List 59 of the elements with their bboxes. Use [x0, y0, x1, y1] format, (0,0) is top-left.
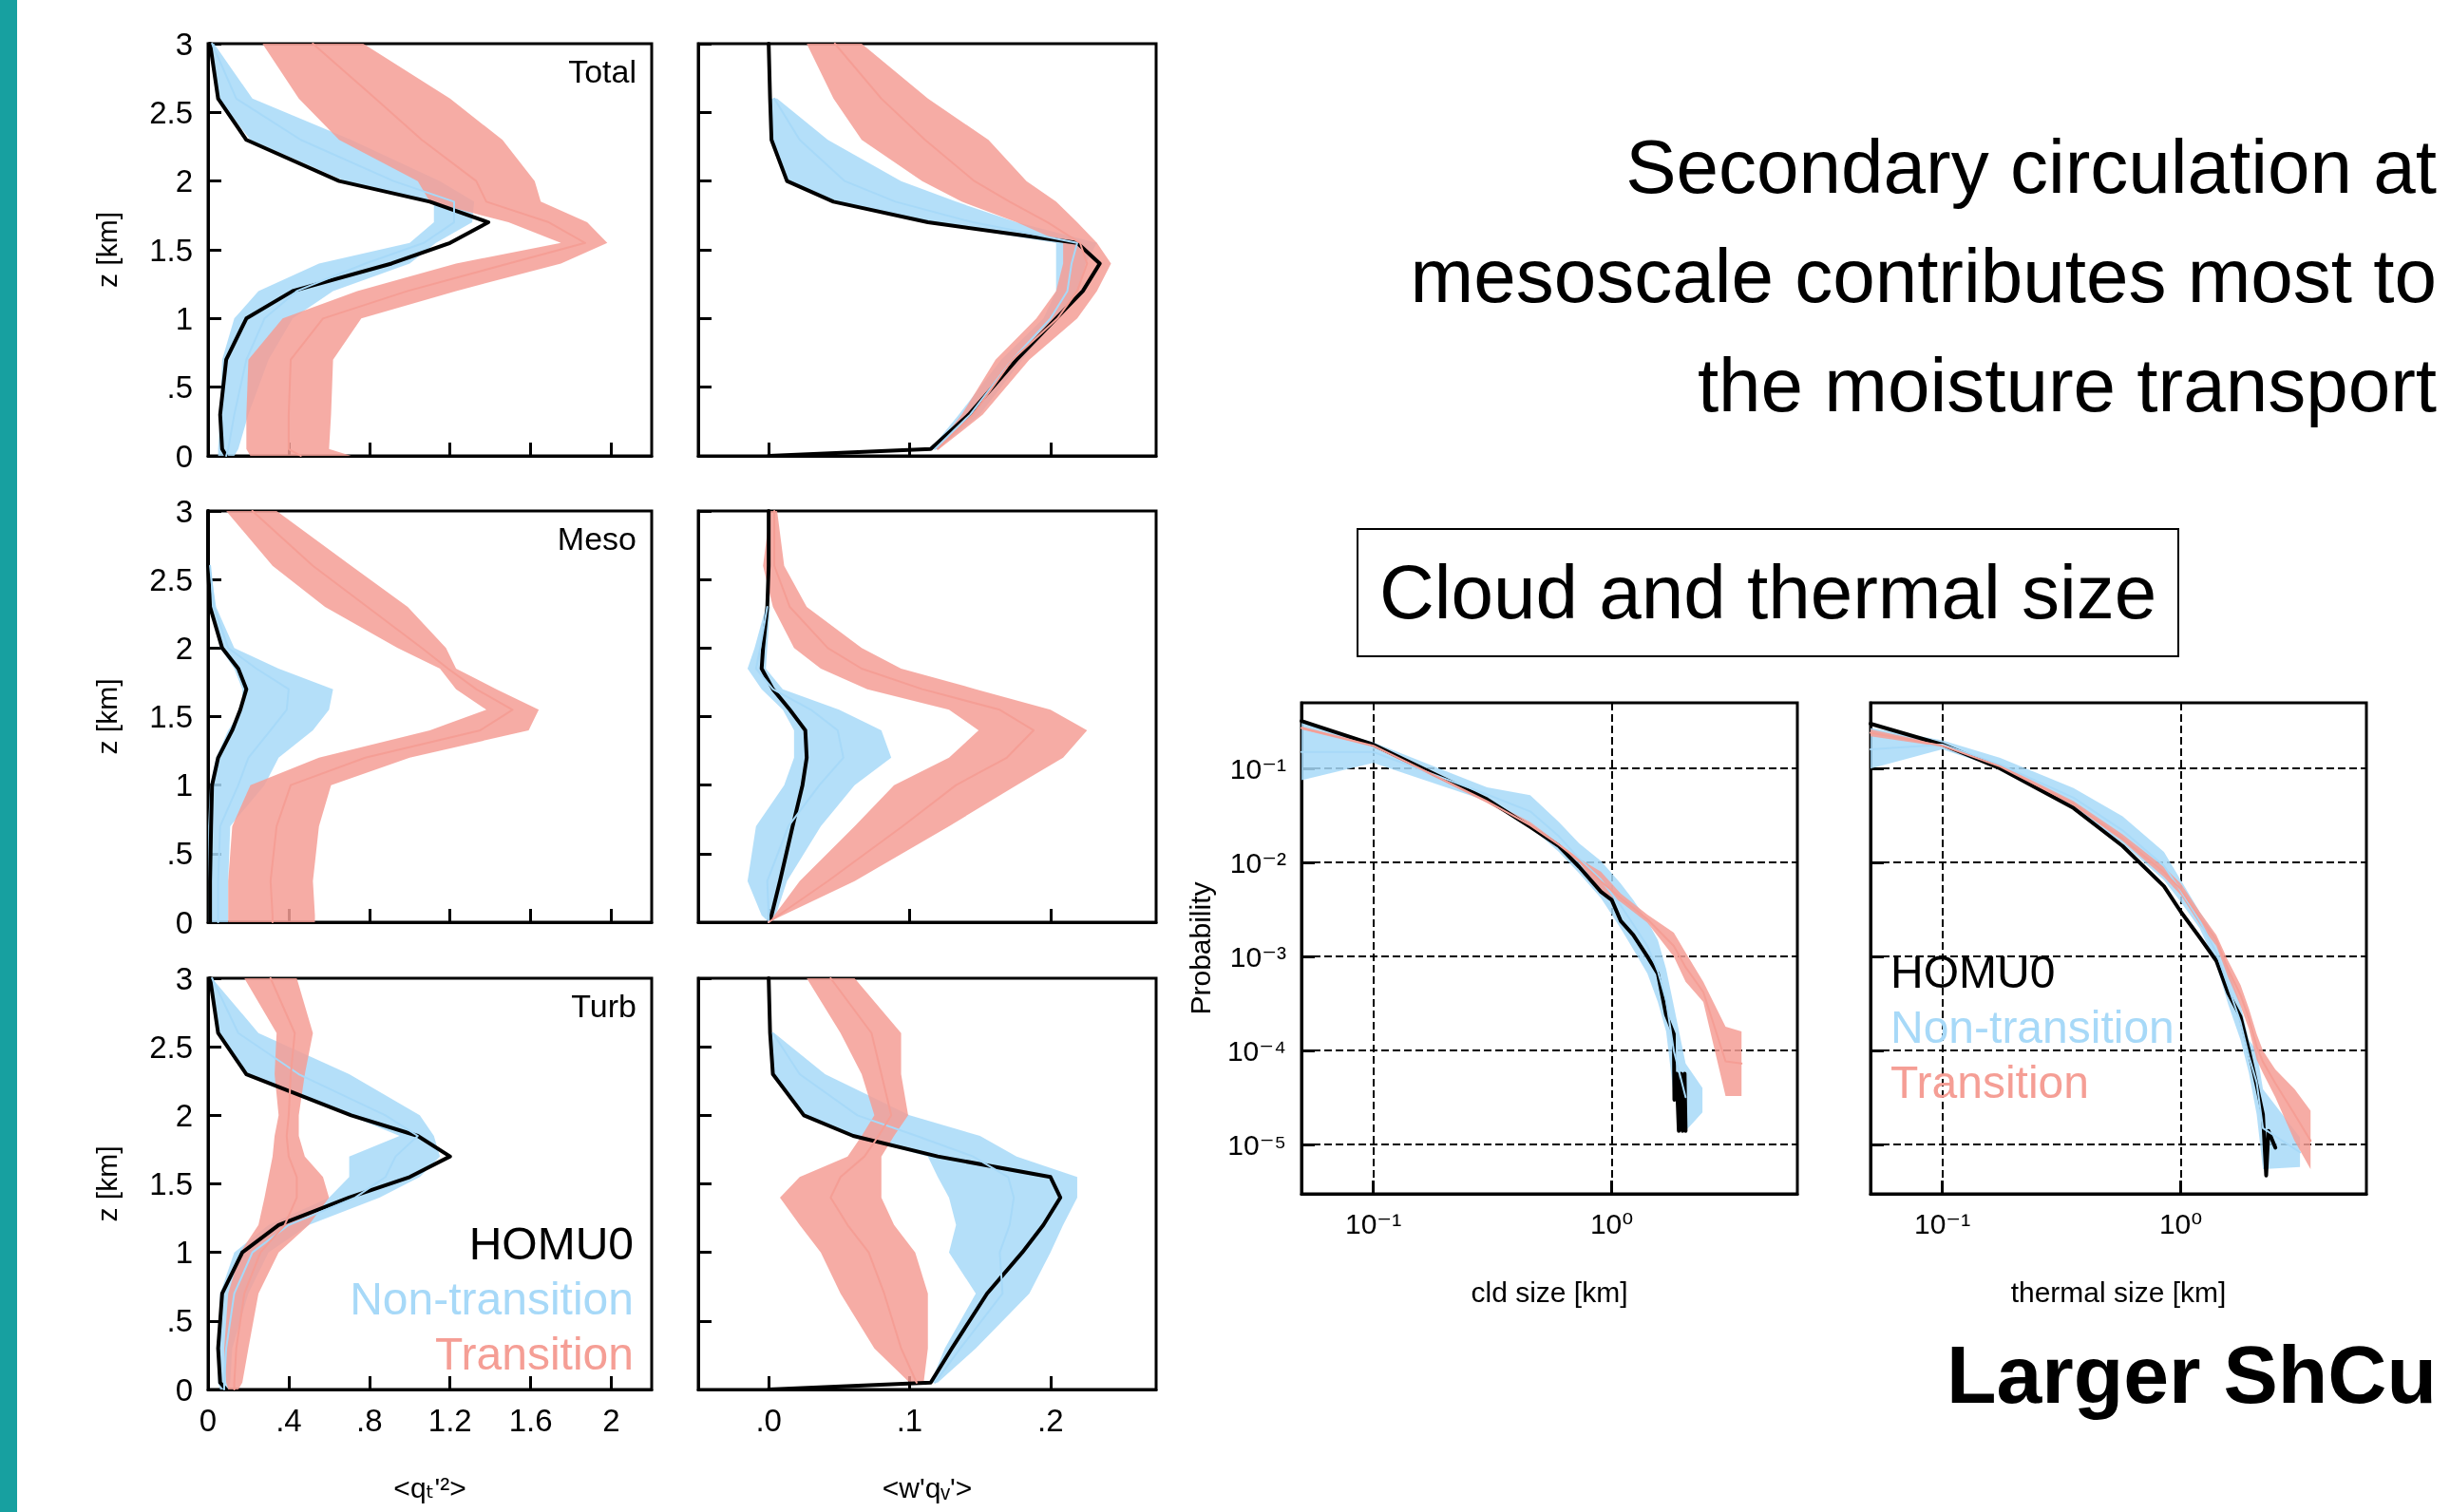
- series-label: HOMU0: [468, 1218, 634, 1269]
- x-tick-label: 10⁻¹: [1344, 1207, 1402, 1239]
- annotation: Turb: [571, 988, 637, 1024]
- x-tick-label: .4: [275, 1403, 302, 1438]
- y-tick-label: 1.5: [149, 1166, 193, 1201]
- y-tick-label: 2.5: [149, 94, 193, 130]
- series-label: Non-transition: [350, 1273, 634, 1324]
- y-tick-label: 10⁻⁵: [1227, 1128, 1286, 1161]
- y-tick-label: 2: [175, 630, 193, 666]
- x-axis-title: <qₜ'²>: [393, 1471, 466, 1503]
- x-axis-title: cld size [km]: [1471, 1276, 1628, 1308]
- text: Transition: [1890, 1056, 2089, 1107]
- x-tick-label: 0: [199, 1403, 218, 1438]
- y-tick-label: 2.5: [149, 1029, 193, 1065]
- x-tick-label: 10⁰: [1589, 1207, 1634, 1239]
- x-tick-label: .1: [896, 1403, 923, 1438]
- y-tick-label: .5: [166, 836, 193, 872]
- text: Cloud and thermal size: [1357, 528, 2180, 657]
- y-axis-title: z [km]: [90, 678, 123, 755]
- y-tick-label: 3: [175, 493, 193, 529]
- x-tick-label: 10⁻¹: [1913, 1207, 1971, 1239]
- y-tick-label: 1.5: [149, 232, 193, 268]
- y-tick-label: 3: [175, 960, 193, 996]
- y-tick-label: 1: [175, 1235, 193, 1271]
- y-tick-label: 0: [175, 438, 193, 474]
- y-tick-label: 2: [175, 163, 193, 199]
- annotation: Total: [568, 53, 637, 89]
- y-axis-title: z [km]: [90, 212, 123, 288]
- text: HOMU0: [1890, 946, 2056, 997]
- y-tick-label: 0: [175, 1371, 193, 1408]
- y-tick-label: 10⁻⁴: [1226, 1034, 1286, 1067]
- x-axis-title: thermal size [km]: [2010, 1276, 2227, 1308]
- x-tick-label: 1.2: [427, 1403, 472, 1438]
- y-tick-label: 2.5: [149, 561, 193, 597]
- text: Transition: [435, 1328, 634, 1379]
- x-tick-label: .8: [356, 1403, 383, 1438]
- y-tick-label: 2: [175, 1097, 193, 1133]
- y-tick-label: 0: [175, 904, 193, 940]
- y-tick-label: 10⁻¹: [1229, 752, 1286, 784]
- x-tick-label: .0: [755, 1403, 782, 1438]
- series-label: Non-transition: [1890, 1001, 2175, 1052]
- y-tick-label: 1.5: [149, 699, 193, 734]
- x-axis-title: <w'qᵥ'>: [882, 1471, 973, 1503]
- x-tick-label: 1.6: [508, 1403, 553, 1438]
- y-tick-label: 3: [175, 26, 193, 62]
- text: Larger ShCu: [1945, 1328, 2437, 1422]
- y-tick-label: .5: [166, 1303, 193, 1339]
- y-axis-title: Probability: [1184, 881, 1216, 1015]
- annotation: Meso: [557, 520, 636, 557]
- x-tick-label: 10⁰: [2158, 1207, 2203, 1239]
- x-tick-label: 2: [602, 1403, 620, 1438]
- y-tick-label: .5: [166, 369, 193, 406]
- y-tick-label: 10⁻²: [1229, 846, 1286, 879]
- y-tick-label: 1: [175, 300, 193, 336]
- y-tick-label: 1: [175, 767, 193, 803]
- y-axis-title: z [km]: [90, 1145, 123, 1222]
- x-tick-label: .2: [1037, 1403, 1064, 1438]
- text: Secondary circulation at mesoscale contributes most to the moisture transport: [1409, 123, 2437, 429]
- y-tick-label: 10⁻³: [1229, 940, 1286, 973]
